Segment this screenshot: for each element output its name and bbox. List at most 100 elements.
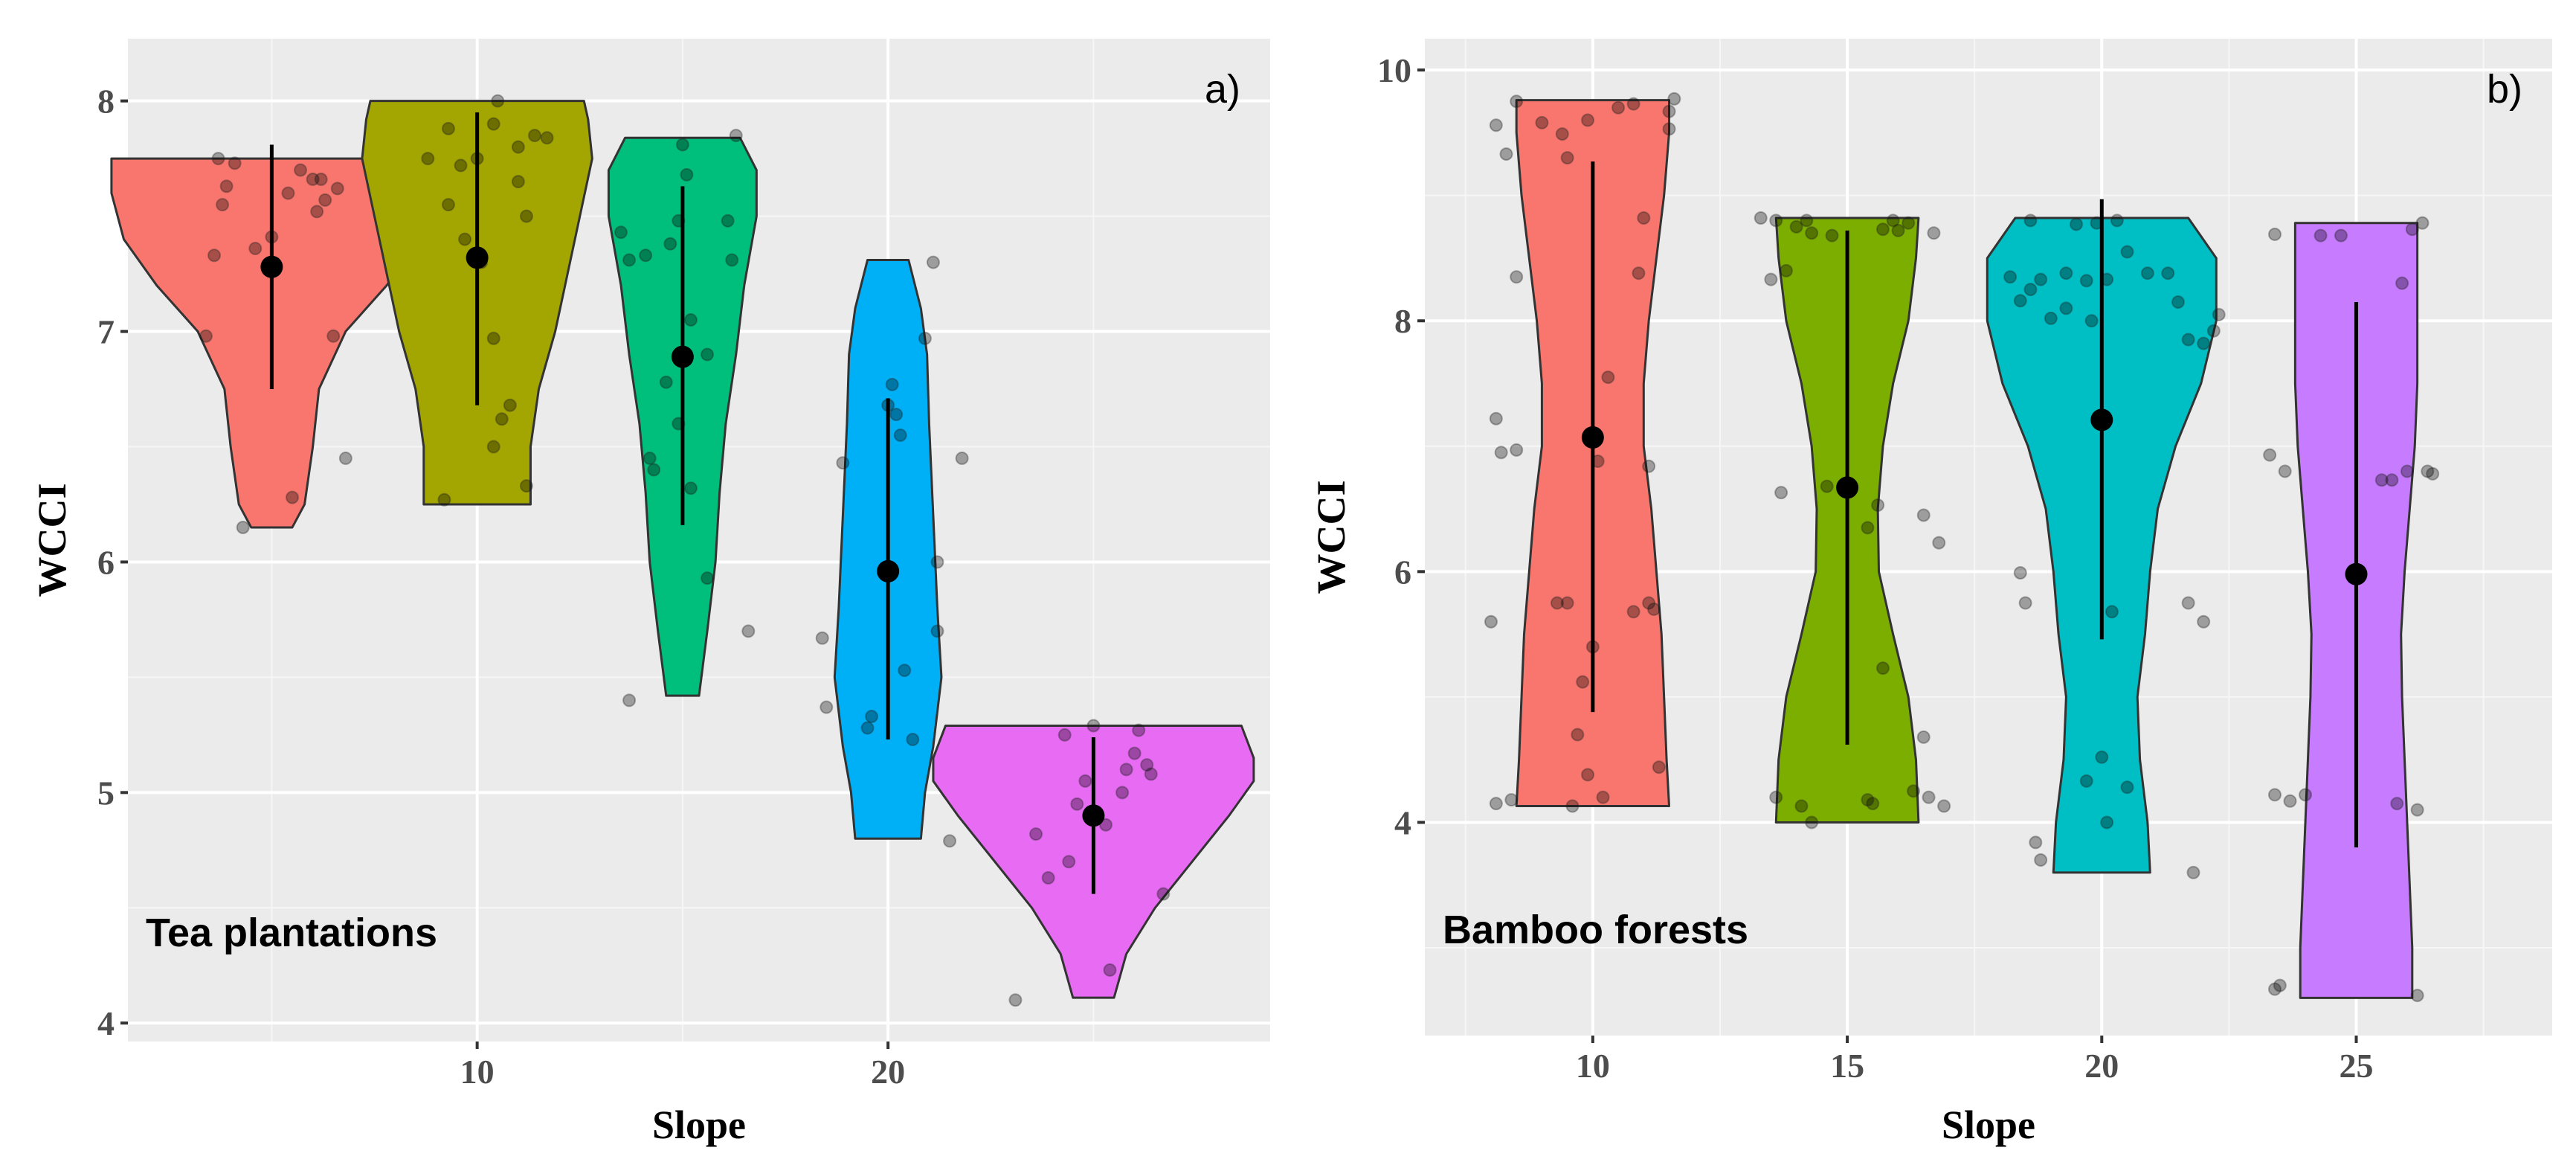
panel-a-point-slope-20 [836,456,850,470]
panel-tea-plantations: 10 20 4 5 6 7 8 a) Tea plantations Slope WCCI [30,39,1270,1147]
panel-a-point-slope-5 [286,490,300,504]
panel-a-point-slope-15 [659,375,673,389]
panel-a-point-slope-15 [721,214,735,228]
panel-a-point-slope-10 [486,117,500,131]
panel-b-point-slope-25 [2385,473,2399,487]
panel-a-point-slope-10 [454,158,468,173]
panel-b-x-tick-label-20: 20 [2084,1047,2119,1085]
panel-a-point-slope-25 [1086,719,1101,733]
panel-b-point-slope-25 [2374,473,2389,487]
panel-a-point-slope-25 [1156,887,1171,901]
panel-a-point-slope-10 [519,209,533,223]
panel-b-point-slope-15 [1754,211,1768,225]
panel-a-point-slope-5 [211,152,225,166]
panel-b-point-slope-10 [1510,443,1524,457]
panel-a-point-slope-20 [943,834,957,848]
panel-b-point-slope-15 [1916,730,1931,744]
panel-b-point-slope-20 [2186,865,2200,879]
panel-b-tag: b) [2487,67,2522,112]
panel-a-point-slope-20 [860,721,875,735]
panel-a-point-slope-20 [906,733,920,747]
panel-b-point-slope-20 [2059,266,2073,280]
panel-a-mean-point-slope-15 [671,345,694,368]
panel-a-point-slope-10 [437,492,451,507]
panel-a-point-slope-20 [889,408,904,422]
panel-b-point-slope-25 [2267,227,2282,241]
panel-a-point-slope-25 [1115,786,1130,800]
panel-a-point-slope-5 [326,329,341,343]
panel-a-point-slope-10 [511,140,525,154]
panel-b-axes: 10 15 20 25 4 6 8 10 [1377,51,2373,1085]
panel-b-mean-point-slope-25 [2345,562,2368,585]
panel-b-point-slope-10 [1642,596,1656,610]
panel-b-x-tick-label-15: 15 [1830,1047,1864,1085]
panel-b-y-tick-label-4: 4 [1394,803,1411,841]
panel-b-y-axis-title: WCCI [1309,480,1353,594]
panel-b-point-slope-15 [1875,661,1890,675]
panel-a-point-slope-10 [441,198,455,212]
panel-b-point-slope-15 [1907,784,1921,798]
panel-b-point-slope-10 [1626,605,1640,619]
panel-b-point-slope-25 [2390,797,2404,811]
panel-b-point-slope-20 [2023,283,2038,297]
panel-a-y-tick-label-8: 8 [97,83,115,121]
panel-a-point-slope-20 [926,255,940,269]
panel-a-point-slope-5 [199,329,213,343]
panel-b-point-slope-20 [2079,774,2093,788]
panel-a-point-slope-15 [680,167,694,182]
panel-a-point-slope-25 [1070,797,1084,811]
panel-a-point-slope-15 [622,693,637,707]
panel-b-point-slope-10 [1510,94,1524,109]
panel-b-point-slope-10 [1581,113,1595,127]
panel-a-point-slope-15 [701,571,715,585]
panel-b-point-slope-25 [2410,989,2424,1003]
panel-a-point-slope-25 [1098,818,1112,832]
panel-a-y-tick-label-7: 7 [97,313,115,351]
panel-a-point-slope-5 [207,248,222,263]
panel-a-point-slope-20 [930,555,944,569]
panel-b-point-slope-25 [2278,464,2292,478]
panel-b-point-slope-25 [2410,803,2424,817]
panel-b-point-slope-25 [2267,982,2282,996]
panel-b-x-axis-title: Slope [1942,1103,2035,1147]
panel-a-tag: a) [1205,67,1240,112]
panel-b-point-slope-20 [2181,596,2195,610]
panel-a-point-slope-10 [486,440,500,454]
panel-b-point-slope-15 [1861,521,1875,535]
panel-a-point-slope-15 [729,129,743,143]
panel-b-y-tick-label-8: 8 [1394,302,1411,340]
panel-a-point-slope-15 [643,451,657,465]
panel-b-point-slope-20 [2105,605,2119,619]
panel-b-point-slope-10 [1662,122,1676,136]
panel-a-point-slope-20 [885,377,899,391]
panel-b-point-slope-20 [2171,295,2185,309]
panel-b-point-slope-10 [1560,151,1574,165]
panel-a-point-slope-20 [815,631,829,645]
panel-a-violins [110,94,1255,1007]
panel-b-point-slope-20 [2044,311,2058,325]
panel-b-point-slope-25 [2405,222,2419,237]
panel-b-point-slope-10 [1576,675,1590,689]
panel-b-caption: Bamboo forests [1443,908,1748,952]
panel-b-point-slope-15 [1871,498,1885,513]
panel-b-point-slope-15 [1764,272,1778,286]
panel-b-point-slope-10 [1535,115,1549,129]
panel-b-point-slope-15 [1774,486,1788,500]
panel-b-point-slope-15 [1805,815,1819,829]
panel-b-point-slope-15 [1779,263,1793,277]
panel-a-point-slope-10 [540,131,554,145]
panel-b-point-slope-25 [2283,794,2297,808]
panel-a-point-slope-10 [421,152,435,166]
panel-b-point-slope-25 [2421,464,2435,478]
panel-a-point-slope-5 [216,198,230,212]
panel-a-point-slope-25 [1103,963,1117,977]
panel-a-point-slope-5 [338,451,352,465]
panel-b-point-slope-10 [1601,370,1615,385]
panel-b-point-slope-10 [1652,760,1666,774]
panel-a-x-tick-label-20: 20 [871,1053,905,1091]
panel-b-point-slope-20 [2018,596,2032,610]
panel-b-point-slope-20 [2034,272,2048,286]
panel-a-point-slope-5 [306,173,320,187]
panel-b-point-slope-10 [1662,104,1676,118]
